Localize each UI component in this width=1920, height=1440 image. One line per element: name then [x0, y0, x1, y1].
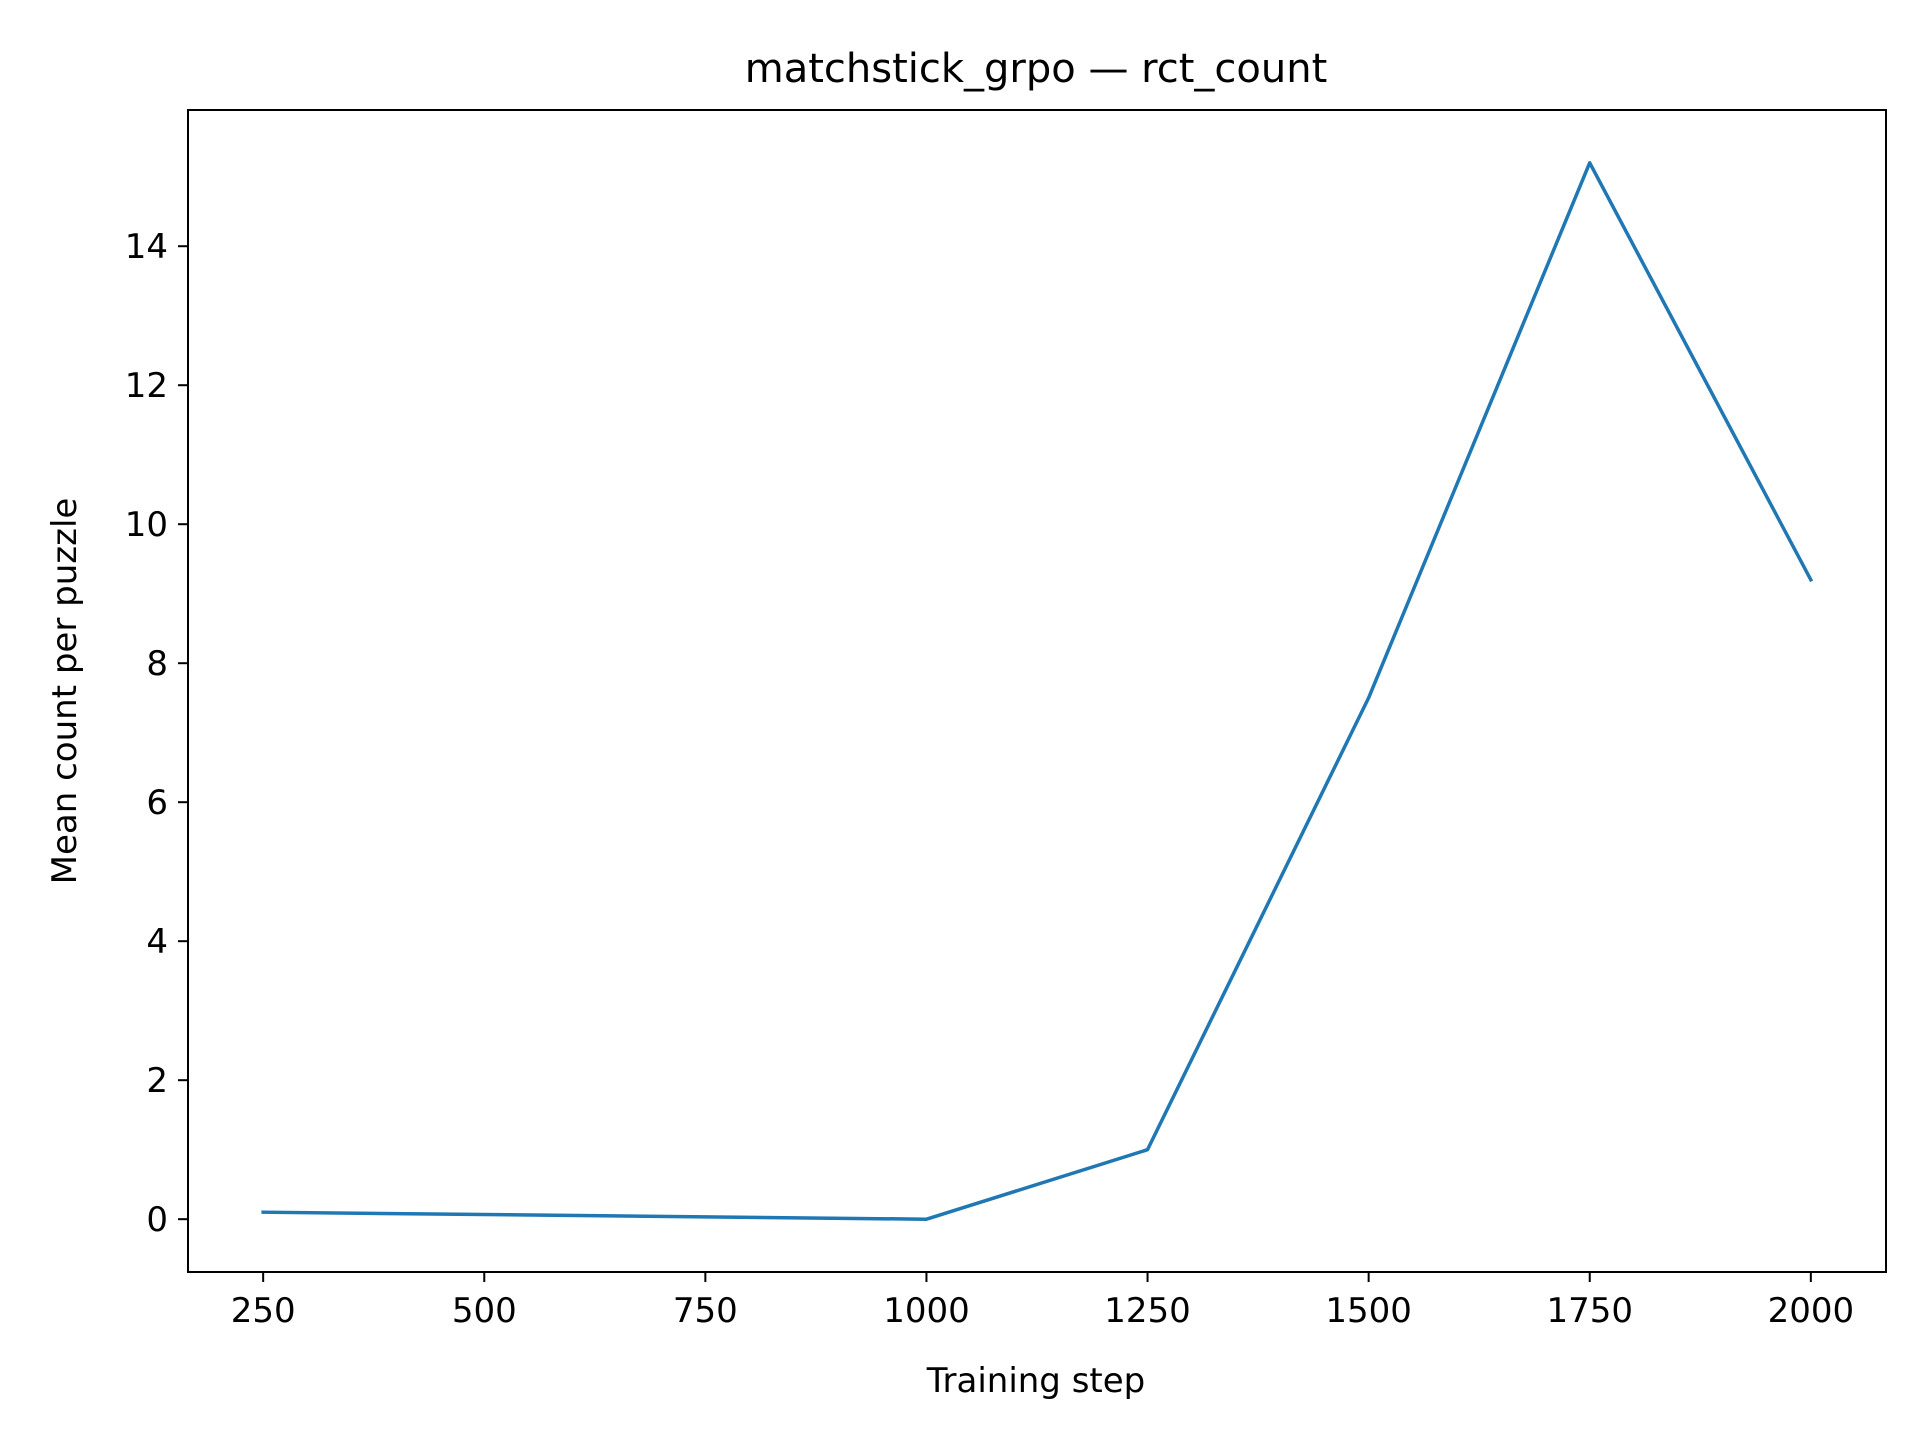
y-tick-label: 8: [146, 644, 168, 684]
x-axis-label: Training step: [926, 1361, 1146, 1401]
x-axis: 250 500 750 1000 1250 1500 1750 2000: [231, 1272, 1854, 1331]
series-layer: [261, 161, 1814, 1221]
y-tick-label: 12: [125, 366, 168, 406]
x-tick-label: 1500: [1325, 1291, 1412, 1331]
series-line: [261, 161, 1814, 1221]
chart-title: matchstick_grpo — rct_count: [745, 46, 1328, 92]
x-tick-label: 1000: [883, 1291, 970, 1331]
y-tick-label: 14: [125, 227, 168, 267]
x-tick-label: 500: [452, 1291, 517, 1331]
x-tick-label: 1250: [1104, 1291, 1191, 1331]
y-tick-label: 4: [146, 922, 168, 962]
y-tick-label: 10: [125, 505, 168, 545]
y-axis: 0 2 4 6 8 10 12 14: [125, 227, 188, 1240]
y-tick-label: 0: [146, 1200, 168, 1240]
y-tick-label: 6: [146, 783, 168, 823]
plot-area-frame: [187, 109, 1887, 1273]
y-axis-label: Mean count per puzzle: [45, 498, 85, 885]
x-tick-label: 250: [231, 1291, 296, 1331]
x-tick-label: 2000: [1768, 1291, 1855, 1331]
y-tick-label: 2: [146, 1061, 168, 1101]
x-tick-label: 1750: [1546, 1291, 1633, 1331]
x-tick-label: 750: [673, 1291, 738, 1331]
